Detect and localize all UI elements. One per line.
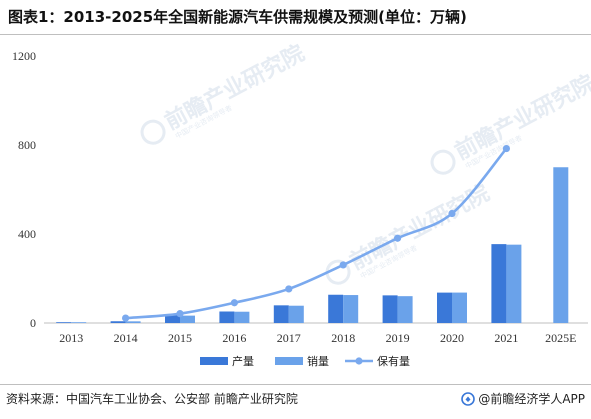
watermark-logo-icon: [325, 259, 351, 285]
x-tick-label: 2016: [222, 331, 246, 345]
bar-sales: [180, 315, 195, 323]
x-tick-label: 2019: [386, 331, 410, 345]
holdings-point: [394, 234, 402, 242]
holdings-point: [285, 285, 293, 293]
holdings-point: [502, 144, 510, 153]
x-tick-label: 2020: [440, 331, 464, 345]
x-tick-label: 2018: [331, 331, 355, 345]
bar-sales: [343, 295, 359, 323]
bar-sales: [553, 167, 569, 323]
x-tick-label: 2017: [277, 331, 301, 345]
legend-marker: [355, 357, 363, 365]
legend: 产量 销量 保有量: [200, 354, 410, 368]
y-tick-label: 1200: [12, 49, 36, 63]
holdings-line: [122, 144, 510, 322]
y-tick-label: 800: [18, 138, 36, 152]
legend-label: 保有量: [377, 354, 410, 368]
y-tick-label: 400: [18, 227, 36, 241]
bar-production: [491, 244, 507, 323]
holdings-point: [176, 310, 184, 318]
bar-sales: [397, 296, 413, 323]
x-tick-label: 2025E: [545, 331, 576, 345]
holdings-point: [448, 209, 456, 218]
y-tick-label: 0: [30, 316, 36, 330]
bar-production: [437, 292, 452, 323]
bar-production: [165, 315, 180, 323]
bar-sales: [125, 321, 141, 323]
holdings-point: [230, 299, 238, 307]
bar-sales: [234, 311, 250, 323]
bar-sales: [288, 305, 304, 323]
holdings-point: [122, 314, 130, 322]
chart-title: 图表1：2013-2025年全国新能源汽车供需规模及预测(单位：万辆): [8, 8, 467, 26]
bar-production: [328, 294, 344, 323]
axes: 0 400 800 1200 2013 2014 2015 2016 2017 2018 2019 2…: [12, 49, 588, 345]
bar-sales: [71, 322, 87, 323]
legend-production: 产量: [200, 354, 254, 368]
x-tick-label: 2015: [168, 331, 192, 345]
title-divider: [0, 34, 591, 35]
legend-swatch: [200, 357, 228, 365]
legend-label: 销量: [307, 354, 329, 368]
watermark-logo-icon: [430, 149, 456, 175]
x-tick-label: 2013: [59, 331, 83, 345]
watermark-logo-icon: [140, 119, 166, 145]
footer-divider: [0, 384, 591, 385]
bar-production: [56, 322, 72, 323]
x-tick-label: 2014: [114, 331, 138, 345]
holdings-point: [339, 261, 347, 269]
bar-production: [273, 305, 289, 323]
bars: [56, 167, 569, 323]
bar-production: [382, 295, 398, 323]
x-tick-label: 2021: [494, 331, 518, 345]
bar-production: [110, 321, 126, 323]
legend-swatch: [275, 357, 303, 365]
legend-holdings: 保有量: [345, 354, 410, 368]
watermark-text: 前瞻产业研究院: [451, 70, 591, 165]
brand-logo-icon: [461, 391, 476, 406]
bar-sales: [506, 244, 522, 323]
bar-sales: [452, 292, 467, 323]
bar-production: [219, 311, 235, 323]
brand-label: @前瞻经济学人APP: [478, 392, 585, 406]
legend-sales: 销量: [275, 354, 329, 368]
source-note: 资料来源：中国汽车工业协会、公安部 前瞻产业研究院: [6, 392, 298, 406]
watermark-text: 前瞻产业研究院: [161, 40, 309, 135]
brand-credit: @前瞻经济学人APP: [461, 390, 585, 407]
legend-label: 产量: [232, 354, 254, 368]
